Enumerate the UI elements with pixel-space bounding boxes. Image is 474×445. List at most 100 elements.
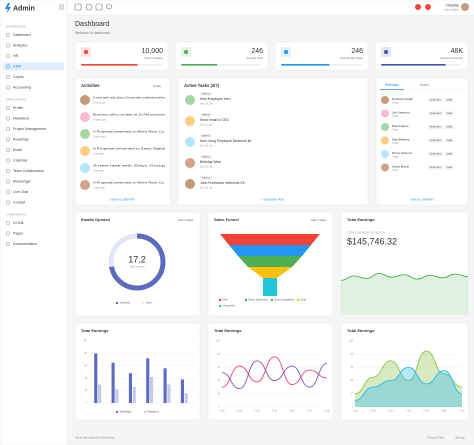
- nav-item[interactable]: Contact: [13, 200, 25, 204]
- button[interactable]: [428, 138, 443, 143]
- nav-item[interactable]: Analytics: [13, 43, 28, 47]
- legend-dot: [270, 298, 274, 302]
- button-text[interactable]: WISH: [447, 113, 453, 115]
- button[interactable]: [445, 165, 454, 170]
- button-text[interactable]: WISH: [447, 100, 453, 102]
- notification-badge[interactable]: [415, 4, 421, 10]
- nav-item[interactable]: Messenger: [13, 179, 32, 183]
- nav-item[interactable]: Team Collaboration: [13, 169, 44, 173]
- bar: [167, 384, 171, 403]
- legend-label: Deal: [301, 299, 307, 302]
- funnel-stage: [238, 256, 302, 267]
- button-text[interactable]: SEND GIFT: [430, 100, 441, 102]
- nav-icon: [5, 241, 11, 247]
- icon[interactable]: [85, 3, 93, 11]
- button-text[interactable]: SEND GIFT: [430, 154, 441, 156]
- nav-icon: [5, 220, 11, 226]
- nav-item[interactable]: Profile: [13, 106, 23, 110]
- button[interactable]: [445, 138, 454, 143]
- nav-icon: [5, 231, 11, 236]
- button-text[interactable]: WISH: [447, 127, 453, 129]
- nav-icon: [5, 105, 11, 111]
- tab[interactable]: Award: [419, 83, 428, 87]
- nav-item[interactable]: Project Management: [13, 127, 46, 131]
- card: [207, 322, 334, 421]
- stat-value: 246: [251, 48, 263, 55]
- nav-item[interactable]: CRM: [13, 64, 21, 68]
- button[interactable]: [445, 98, 454, 102]
- button[interactable]: [445, 125, 454, 129]
- bar: [132, 386, 136, 403]
- filter[interactable]: Last 7 days: [178, 218, 194, 222]
- x-tick-label: 6 Jan: [307, 411, 313, 413]
- nav-item[interactable]: Calendar: [13, 158, 28, 162]
- nav-item[interactable]: Accounting: [13, 85, 31, 89]
- nav-item[interactable]: Crypto: [13, 75, 24, 79]
- task-date: Due 12 Jan: [200, 145, 213, 148]
- button-text[interactable]: SEND GIFT: [430, 167, 441, 169]
- button-text[interactable]: SEND GIFT: [430, 113, 441, 115]
- area-line: Income: [354, 350, 463, 395]
- icon[interactable]: [95, 3, 103, 11]
- nav-icon: [5, 168, 11, 174]
- nav-item[interactable]: Documentation: [13, 242, 37, 246]
- button-text[interactable]: WISH: [447, 167, 453, 169]
- x-tick-label: 3 Jan: [388, 411, 394, 413]
- card-footer-link[interactable]: + ADD NEW TASK: [262, 198, 285, 202]
- button[interactable]: [428, 125, 443, 129]
- button[interactable]: [428, 98, 443, 102]
- tag-text: NEW UI: [202, 177, 210, 179]
- nav-item[interactable]: Newsfeed: [13, 116, 29, 120]
- stat-label: Emails Sent: [247, 56, 263, 60]
- button[interactable]: [445, 111, 454, 116]
- nav-icon: [5, 64, 11, 69]
- button-text[interactable]: SEND GIFT: [430, 140, 441, 142]
- donut-label: Total opened: [130, 265, 145, 269]
- nav-item[interactable]: Dashboard: [13, 33, 31, 37]
- tag-text: NEW UI: [202, 156, 210, 158]
- nav-item[interactable]: UI Kits: [13, 221, 24, 225]
- menu-toggle[interactable]: [59, 4, 64, 10]
- icon[interactable]: [106, 3, 112, 10]
- nav-icon: [5, 179, 11, 184]
- avatar: [185, 158, 195, 168]
- activity-text: A Proposal presented to Albert Rose Co.: [93, 181, 165, 185]
- nav-item[interactable]: Roadmap: [13, 137, 29, 141]
- y-tick-label: 80: [350, 354, 353, 356]
- progress-bar: [281, 64, 330, 66]
- card-title: Total Earnings: [347, 328, 375, 333]
- message-badge[interactable]: [425, 4, 431, 10]
- nav-icon: [5, 126, 11, 132]
- filter[interactable]: Today: [153, 84, 162, 88]
- user-avatar[interactable]: [461, 3, 469, 11]
- icon[interactable]: [74, 3, 82, 11]
- tab[interactable]: Birthdays: [385, 83, 399, 87]
- card-footer-link[interactable]: VIEW ALL REPORT: [410, 198, 434, 202]
- activity-text: Business call to my team at 10 AM tomorr…: [93, 113, 165, 117]
- line-series: Sales: [221, 356, 328, 388]
- button[interactable]: [428, 111, 443, 116]
- footer-link[interactable]: Privacy Policy: [428, 436, 445, 440]
- y-tick-label: 60: [84, 365, 87, 367]
- button-text[interactable]: WISH: [447, 140, 453, 142]
- footer-link[interactable]: Sitemap: [455, 436, 465, 440]
- card: [274, 41, 369, 71]
- filter[interactable]: Last 7 days: [311, 218, 327, 222]
- nav-item[interactable]: HR: [13, 54, 19, 58]
- button-text[interactable]: WISH: [447, 154, 453, 156]
- button-text[interactable]: SEND GIFT: [430, 127, 441, 129]
- tag: [200, 134, 212, 138]
- button[interactable]: [445, 152, 454, 156]
- card-footer-link[interactable]: VIEW ALL REPORT: [110, 198, 134, 202]
- x-tick-label: 5 Jan: [289, 411, 295, 413]
- button[interactable]: [428, 165, 443, 170]
- card: [74, 211, 201, 317]
- nav-item[interactable]: Pages: [13, 231, 23, 235]
- legend-dot: [296, 298, 300, 302]
- button[interactable]: [428, 152, 443, 156]
- nav-item[interactable]: Email: [13, 148, 22, 152]
- y-tick-label: 0: [86, 403, 88, 405]
- nav-item[interactable]: Live Chat: [13, 190, 28, 194]
- avatar: [381, 109, 389, 118]
